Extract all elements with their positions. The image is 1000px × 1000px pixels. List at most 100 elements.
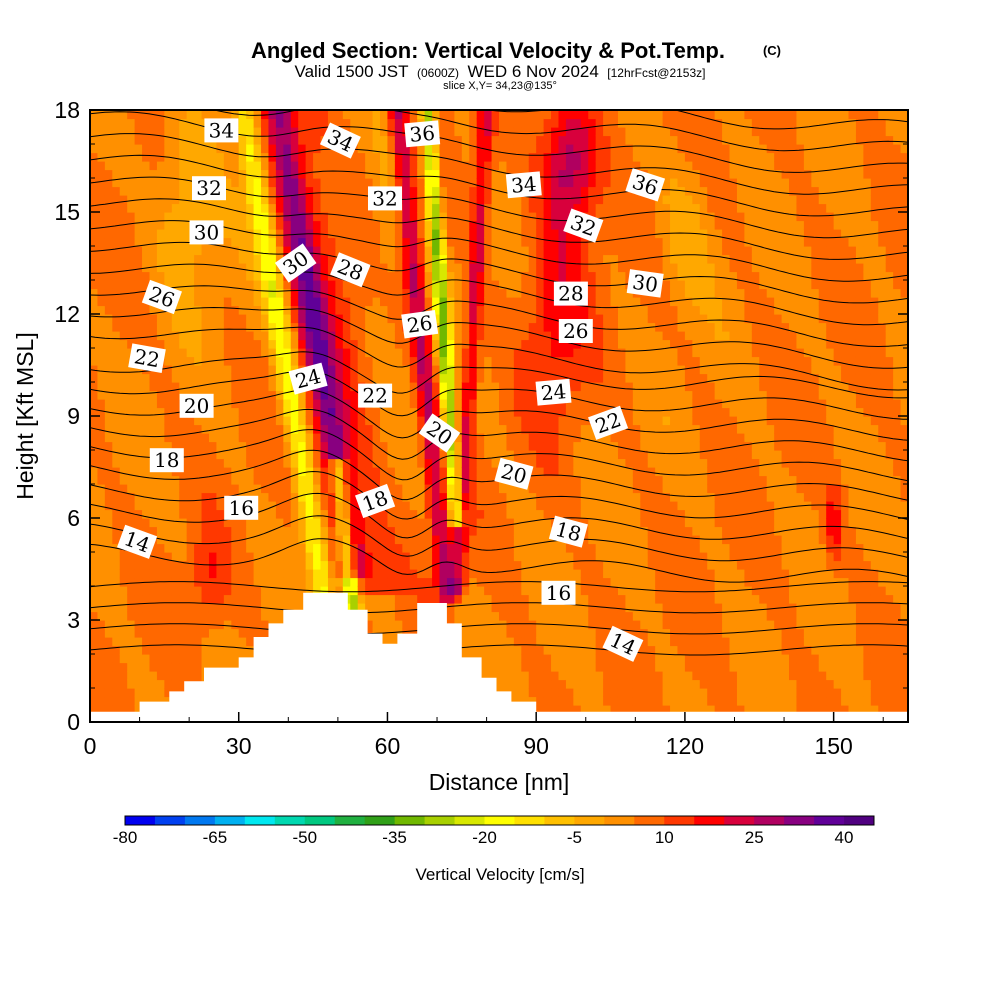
velocity-cell: [261, 263, 270, 273]
velocity-cell: [372, 339, 381, 349]
velocity-cell: [164, 356, 173, 366]
velocity-cell: [223, 628, 232, 638]
velocity-cell: [595, 543, 604, 553]
velocity-cell: [402, 339, 411, 349]
velocity-cell: [513, 390, 522, 400]
velocity-cell: [461, 254, 470, 264]
velocity-cell: [446, 373, 455, 383]
velocity-cell: [372, 577, 381, 587]
velocity-cell: [104, 424, 113, 434]
velocity-cell: [134, 322, 143, 332]
velocity-cell: [402, 543, 411, 553]
velocity-cell: [365, 280, 374, 290]
velocity-cell: [186, 535, 195, 545]
velocity-cell: [394, 254, 403, 264]
velocity-cell: [268, 280, 277, 290]
velocity-cell: [521, 322, 530, 332]
velocity-cell: [305, 178, 314, 188]
velocity-cell: [298, 178, 307, 188]
velocity-cell: [536, 220, 545, 230]
velocity-cell: [335, 458, 344, 468]
velocity-cell: [320, 195, 329, 205]
velocity-cell: [283, 297, 292, 307]
velocity-cell: [417, 348, 426, 358]
velocity-cell: [194, 161, 203, 171]
velocity-cell: [112, 254, 121, 264]
velocity-cell: [179, 535, 188, 545]
velocity-cell: [580, 152, 589, 162]
velocity-cell: [186, 475, 195, 485]
velocity-cell: [528, 475, 537, 485]
velocity-cell: [484, 195, 493, 205]
velocity-cell: [164, 203, 173, 213]
velocity-cell: [156, 688, 165, 698]
velocity-cell: [506, 433, 515, 443]
velocity-cell: [446, 127, 455, 137]
velocity-cell: [387, 305, 396, 315]
velocity-cell: [127, 220, 136, 230]
velocity-cell: [409, 152, 418, 162]
velocity-cell: [417, 594, 426, 604]
velocity-cell: [290, 416, 299, 426]
velocity-cell: [551, 356, 560, 366]
velocity-cell: [112, 339, 121, 349]
velocity-cell: [156, 186, 165, 196]
velocity-cell: [580, 662, 589, 672]
velocity-cell: [142, 501, 151, 511]
velocity-cell: [327, 152, 336, 162]
velocity-cell: [365, 297, 374, 307]
velocity-cell: [573, 356, 582, 366]
velocity-cell: [313, 484, 322, 494]
velocity-cell: [171, 662, 180, 672]
velocity-cell: [372, 331, 381, 341]
velocity-cell: [365, 433, 374, 443]
velocity-cell: [231, 220, 240, 230]
velocity-cell: [387, 152, 396, 162]
velocity-cell: [275, 288, 284, 298]
velocity-cell: [238, 450, 247, 460]
velocity-cell: [149, 263, 158, 273]
velocity-cell: [268, 458, 277, 468]
velocity-cell: [484, 526, 493, 536]
velocity-cell: [97, 220, 106, 230]
velocity-cell: [164, 407, 173, 417]
velocity-cell: [97, 365, 106, 375]
velocity-cell: [565, 365, 574, 375]
velocity-cell: [104, 322, 113, 332]
velocity-cell: [149, 696, 158, 706]
velocity-cell: [253, 475, 262, 485]
velocity-cell: [461, 594, 470, 604]
velocity-cell: [484, 254, 493, 264]
velocity-cell: [238, 144, 247, 154]
velocity-cell: [253, 382, 262, 392]
velocity-cell: [513, 501, 522, 511]
velocity-cell: [298, 237, 307, 247]
velocity-cell: [461, 543, 470, 553]
velocity-cell: [313, 424, 322, 434]
velocity-cell: [327, 424, 336, 434]
velocity-cell: [253, 560, 262, 570]
velocity-cell: [208, 569, 218, 579]
velocity-cell: [238, 152, 247, 162]
velocity-cell: [580, 586, 589, 596]
velocity-cell: [454, 263, 463, 273]
velocity-cell: [164, 441, 173, 451]
velocity-cell: [372, 620, 381, 630]
velocity-cell: [305, 407, 314, 417]
velocity-cell: [342, 314, 351, 324]
velocity-cell: [104, 416, 113, 426]
velocity-cell: [565, 569, 574, 579]
velocity-cell: [335, 110, 344, 120]
velocity-cell: [320, 152, 329, 162]
velocity-cell: [543, 688, 552, 698]
velocity-cell: [506, 679, 515, 689]
velocity-cell: [394, 220, 403, 230]
velocity-cell: [380, 594, 389, 604]
velocity-cell: [127, 322, 136, 332]
velocity-cell: [595, 645, 604, 655]
velocity-cell: [275, 339, 284, 349]
velocity-cell: [513, 671, 522, 681]
velocity-cell: [327, 348, 336, 358]
velocity-cell: [499, 186, 508, 196]
velocity-cell: [521, 671, 530, 681]
